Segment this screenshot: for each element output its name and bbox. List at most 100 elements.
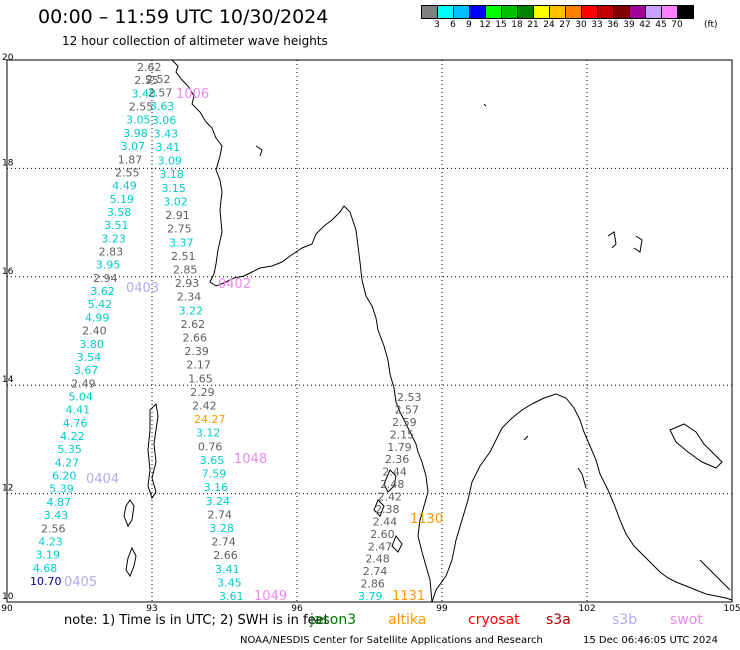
time-label: 1049	[254, 589, 287, 604]
mission-s3a: s3a	[546, 612, 571, 628]
units-note: note: 1) Time is in UTC; 2) SWH is in fe…	[64, 613, 329, 628]
wave-height-label: 3.43	[44, 509, 69, 522]
legend-ticks: 3 6 9 12 15 18 21 24 27 30 33 36 39 42 45 70	[421, 19, 693, 31]
wave-height-label: 4.27	[55, 456, 80, 469]
wave-height-label: 5.39	[49, 483, 73, 496]
island-andaman-north	[147, 402, 159, 500]
latitude-label: 16	[2, 267, 14, 277]
time-label: 1130	[410, 512, 443, 527]
wave-height-label: 3.37	[169, 236, 194, 249]
wave-height-label: 2.85	[173, 263, 198, 276]
mission-swot: swot	[670, 612, 703, 628]
wave-height-label: 3.06	[152, 114, 177, 127]
tonle-sap-lake	[669, 423, 723, 469]
legend-tick: 39	[623, 20, 635, 30]
wave-height-label: 2.66	[213, 549, 238, 562]
map-frame	[6, 59, 733, 603]
wave-height-label: 2.60	[370, 528, 395, 541]
legend-tick: 42	[639, 20, 651, 30]
wave-height-label: 3.07	[121, 140, 145, 153]
wave-height-label: 2.53	[397, 391, 422, 404]
legend-tick: 36	[607, 20, 619, 30]
time-label: 0405	[64, 575, 97, 590]
wave-height-label: 2.62	[181, 318, 206, 331]
wave-height-label: 0.76	[198, 440, 223, 453]
island-mergui-2	[373, 499, 385, 517]
wave-height-label: 2.57	[395, 403, 420, 416]
coast-fragment-east-2	[633, 235, 643, 253]
wave-height-label: 3.18	[159, 168, 184, 181]
wave-height-label: 2.52	[146, 73, 171, 86]
coast-fragment-east-3	[523, 435, 529, 441]
wave-height-label: 2.74	[363, 565, 388, 578]
wave-height-label: 3.58	[107, 206, 132, 219]
wave-height-label: 3.63	[150, 100, 175, 113]
wave-height-label: 3.24	[206, 495, 231, 508]
wave-height-label: 2.51	[171, 250, 196, 263]
legend-tick: 45	[655, 20, 667, 30]
time-label: 1006	[176, 87, 209, 102]
wave-height-label: 2.56	[41, 522, 66, 535]
gridlines	[7, 60, 732, 602]
wave-height-label: 2.29	[190, 386, 215, 399]
map-title: 00:00 – 11:59 UTC 10/30/2024	[38, 6, 329, 28]
coast-fragment-east-4	[483, 103, 487, 107]
wave-height-label: 2.38	[375, 503, 400, 516]
longitude-label: 90	[1, 604, 13, 614]
wave-height-label: 4.99	[85, 311, 110, 324]
wave-height-label: 2.48	[380, 478, 405, 491]
wave-height-label: 2.49	[71, 377, 96, 390]
wave-height-label: 1.65	[188, 372, 213, 385]
island-mergui-1	[383, 469, 397, 493]
legend-tick: 9	[466, 20, 472, 30]
wave-height-label: 3.45	[217, 576, 242, 589]
legend-tick: 21	[527, 20, 539, 30]
time-label: 0403	[126, 281, 159, 296]
mission-jason3: jason3	[310, 612, 357, 628]
legend-tick: 15	[495, 20, 507, 30]
wave-height-label: 4.41	[66, 404, 91, 417]
wave-height-label: 2.74	[207, 508, 232, 521]
mission-legend: jason3 altika cryosat s3a s3b swot	[0, 612, 740, 630]
wave-height-label: 7.59	[202, 468, 227, 481]
wave-height-label: 3.43	[154, 127, 179, 140]
wave-height-legend: 3 6 9 12 15 18 21 24 27 30 33 36 39 42 45 70 (ft)	[421, 5, 718, 31]
wave-height-label: 2.42	[378, 491, 403, 504]
footer-organization: NOAA/NESDIS Center for Satellite Applica…	[240, 635, 543, 646]
island-nicobar	[125, 546, 137, 578]
wave-height-label: 3.54	[77, 351, 102, 364]
longitude-label: 99	[436, 604, 448, 614]
altimeter-tracks: 2.622.553.482.553.053.983.071.872.554.49…	[30, 61, 443, 604]
wave-height-label: 3.62	[90, 285, 115, 298]
wave-height-label: 2.62	[137, 61, 162, 74]
island-mergui-3	[391, 534, 403, 553]
legend-tick: 12	[479, 20, 491, 30]
wave-height-label: 3.95	[96, 259, 121, 272]
latitude-label: 14	[2, 375, 14, 385]
wave-height-label: 4.76	[63, 417, 88, 430]
legend-tick: 18	[511, 20, 523, 30]
longitude-label: 105	[723, 604, 740, 614]
legend-swatches	[421, 5, 694, 19]
wave-height-label: 2.86	[360, 578, 385, 591]
wave-height-label: 2.47	[368, 540, 393, 553]
wave-height-label: 3.19	[35, 549, 60, 562]
wave-height-label: 2.83	[99, 246, 124, 259]
latitude-label: 12	[2, 484, 13, 494]
island-andaman-small	[123, 499, 135, 528]
wave-height-label: 3.79	[358, 590, 383, 603]
coast-thailand-gulf	[431, 393, 733, 603]
legend-unit: (ft)	[704, 20, 718, 30]
wave-height-label: 4.68	[33, 562, 58, 575]
wave-height-label: 2.44	[373, 515, 398, 528]
mission-cryosat: cryosat	[468, 612, 520, 628]
wave-height-label: 3.65	[200, 454, 225, 467]
wave-height-label: 3.61	[219, 590, 244, 603]
coast-fragment-east-5	[577, 467, 587, 489]
wave-height-label: 10.70	[30, 575, 62, 588]
wave-height-label: 2.91	[165, 209, 190, 222]
wave-height-label: 4.22	[60, 430, 85, 443]
wave-height-label: 3.67	[74, 364, 99, 377]
wave-height-label: 2.48	[365, 553, 390, 566]
